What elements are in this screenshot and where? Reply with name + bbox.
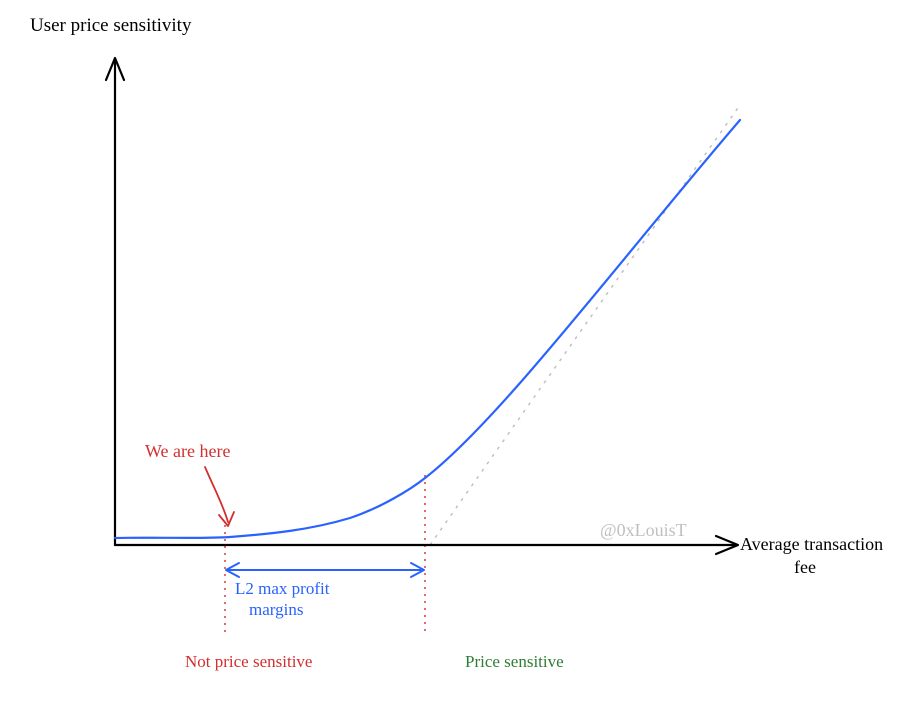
price-sensitive-label: Price sensitive <box>465 652 564 672</box>
watermark-handle: @0xLouisT <box>600 520 687 541</box>
chart-svg <box>0 0 902 718</box>
x-axis-title: Average transaction fee <box>740 533 883 580</box>
chart-title: User price sensitivity <box>30 15 191 37</box>
x-axis-title-line1: Average transaction <box>740 534 883 554</box>
x-axis-title-line2: fee <box>740 557 816 577</box>
l2-margin-label-line1: L2 max profit <box>235 579 329 598</box>
we-are-here-arrow-shaft <box>205 467 228 522</box>
we-are-here-label: We are here <box>145 441 230 462</box>
l2-margin-label-line2: margins <box>235 600 303 619</box>
price-sensitivity-chart: User price sensitivity Average transacti… <box>0 0 902 718</box>
asymptote-line <box>430 105 740 545</box>
not-price-sensitive-label: Not price sensitive <box>185 652 312 672</box>
l2-margin-label: L2 max profit margins <box>235 578 329 621</box>
